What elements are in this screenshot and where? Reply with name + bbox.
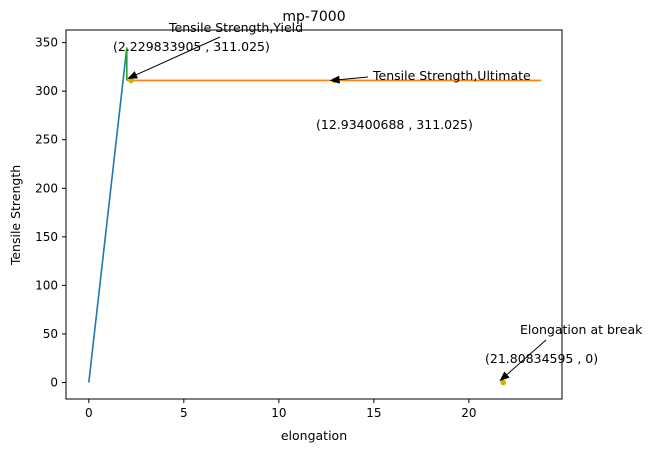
annotation-coords: (12.93400688 , 311.025) (316, 117, 473, 132)
annotation-coords: (2.229833905 , 311.025) (113, 39, 270, 54)
annotation-label: Elongation at break (520, 322, 643, 337)
chart-title: mp-7000 (282, 9, 345, 25)
x-tick-label: 5 (180, 406, 188, 420)
x-tick-label: 15 (366, 406, 381, 420)
y-tick-label: 200 (35, 181, 58, 195)
y-tick-label: 350 (35, 36, 58, 50)
y-tick-label: 100 (35, 278, 58, 292)
annotation-label: Tensile Strength,Ultimate (372, 68, 531, 83)
x-axis-label: elongation (281, 428, 347, 443)
y-tick-label: 50 (43, 327, 58, 341)
x-tick-label: 20 (461, 406, 476, 420)
annotation-arrow (127, 36, 221, 79)
plot-area-frame (65, 29, 563, 400)
annotation-arrow (329, 75, 369, 84)
annotation-arrow (499, 339, 547, 382)
series-line-elastic (88, 47, 128, 383)
y-tick-label: 300 (35, 84, 58, 98)
x-tick-label: 10 (271, 406, 286, 420)
annotations-layer: Tensile Strength,Yield (2.229833905 , 311… (113, 20, 643, 382)
annotation-coords: (21.80834595 , 0) (485, 351, 598, 366)
data-point (128, 77, 134, 84)
series-layer (88, 47, 542, 383)
y-axis-label: Tensile Strength (8, 165, 23, 266)
y-tick-label: 150 (35, 230, 58, 244)
y-tick-label: 0 (50, 375, 58, 389)
annotation-label: Tensile Strength,Yield (168, 20, 303, 35)
data-point (500, 379, 507, 386)
x-tick-label: 0 (85, 406, 93, 420)
y-tick-label: 250 (35, 133, 58, 147)
